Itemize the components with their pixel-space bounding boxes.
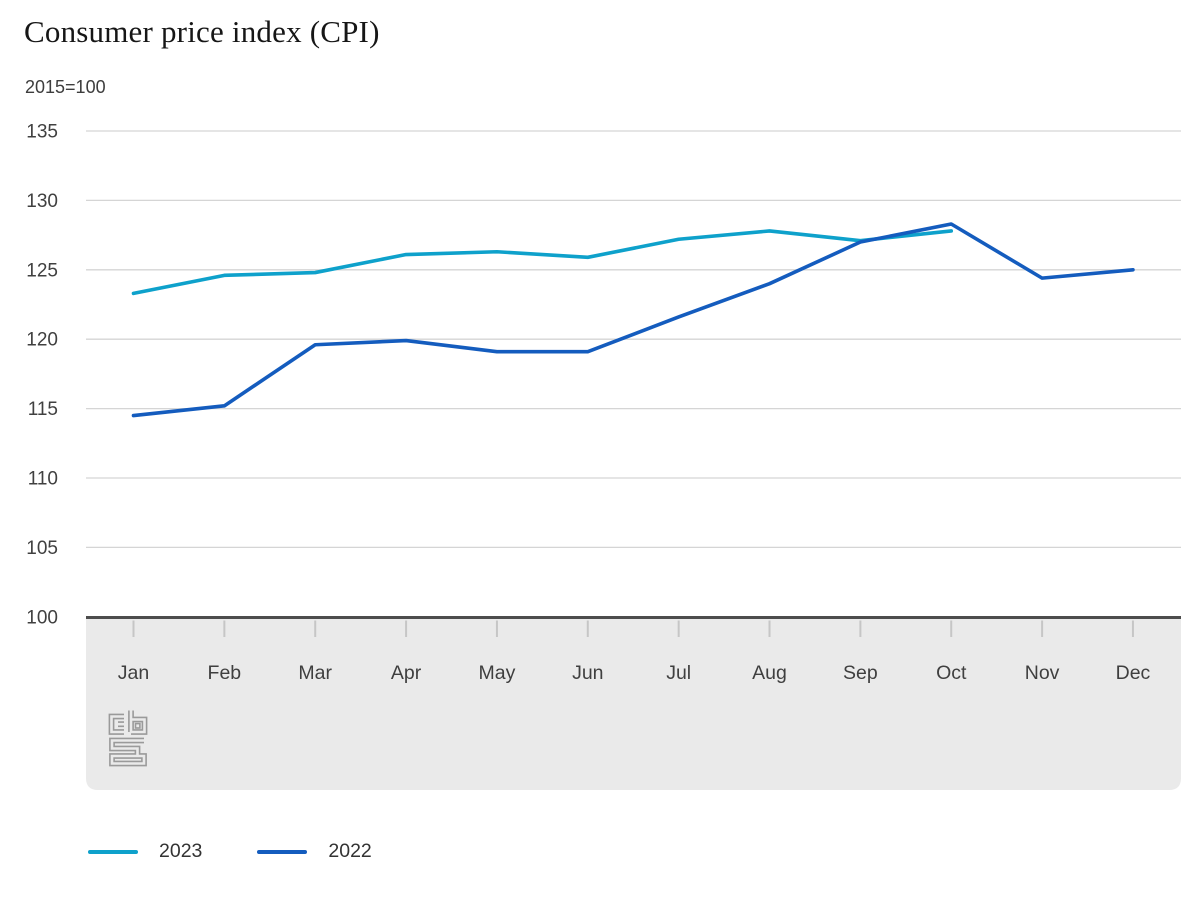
x-axis-tick-label: Aug [752,662,787,684]
x-axis-tick-label: Feb [208,662,242,684]
x-axis-tick-label: Oct [936,662,967,684]
chart-title: Consumer price index (CPI) [24,14,380,49]
legend-label: 2022 [328,840,372,862]
x-axis-tick-label: Sep [843,662,878,684]
legend-item-2022[interactable]: 2022 [257,840,372,863]
chart-legend: 2023 2022 [88,840,372,863]
series-line-2023[interactable] [131,229,954,296]
legend-swatch-2023 [88,849,138,854]
y-axis-tick-label: 115 [28,399,58,420]
x-axis-tick-label: Jul [666,662,691,684]
x-axis-tick-label: Dec [1116,662,1151,684]
legend-swatch-2022 [257,849,308,854]
y-axis-tick-label: 100 [26,607,58,628]
y-axis-tick-label: 120 [26,330,58,351]
y-axis-tick-label: 110 [28,469,58,490]
chart-subtitle: 2015=100 [25,77,106,97]
legend-label: 2023 [159,840,203,862]
x-axis-band [86,619,1181,790]
y-axis-tick-label: 125 [26,260,58,281]
y-axis-tick-label: 135 [26,122,58,143]
cbs-logo-icon [108,710,148,767]
x-axis-tick-label: Mar [298,662,332,684]
series-line-2022[interactable] [131,222,1135,418]
x-axis-tick-label: Jun [572,662,603,684]
cpi-line-chart: 100 105 110 115 120 125 130 135 Jan Feb Mar Apr May J… [26,122,1181,790]
legend-item-2023[interactable]: 2023 [88,840,202,863]
y-axis-tick-label: 130 [26,191,58,212]
y-axis-tick-label: 105 [26,538,58,559]
x-axis-tick-label: Nov [1025,662,1060,684]
x-axis-tick-label: Jan [118,662,149,684]
x-axis-tick-label: Apr [391,662,422,684]
x-axis-tick-label: May [479,662,516,684]
